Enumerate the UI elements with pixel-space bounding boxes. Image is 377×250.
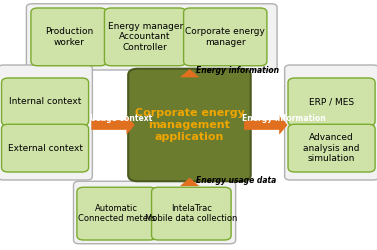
Text: Corporate energy
management
application: Corporate energy management application bbox=[135, 108, 244, 142]
Text: Usage context: Usage context bbox=[90, 114, 152, 123]
FancyBboxPatch shape bbox=[2, 124, 89, 172]
FancyBboxPatch shape bbox=[74, 181, 236, 244]
Text: Production
worker: Production worker bbox=[45, 27, 93, 46]
FancyBboxPatch shape bbox=[77, 187, 156, 240]
Text: Energy usage data: Energy usage data bbox=[196, 176, 276, 185]
Text: Energy information: Energy information bbox=[196, 66, 279, 75]
Text: Automatic
Connected meters: Automatic Connected meters bbox=[78, 204, 156, 223]
Text: External context: External context bbox=[8, 144, 83, 152]
FancyBboxPatch shape bbox=[285, 65, 377, 180]
FancyBboxPatch shape bbox=[152, 187, 231, 240]
FancyBboxPatch shape bbox=[288, 124, 375, 172]
Text: Corporate energy
manager: Corporate energy manager bbox=[185, 27, 265, 46]
FancyBboxPatch shape bbox=[128, 69, 251, 181]
Text: ERP / MES: ERP / MES bbox=[309, 97, 354, 106]
Text: Internal context: Internal context bbox=[9, 97, 81, 106]
FancyBboxPatch shape bbox=[31, 8, 107, 66]
FancyBboxPatch shape bbox=[0, 65, 92, 180]
Text: Advanced
analysis and
simulation: Advanced analysis and simulation bbox=[303, 133, 360, 163]
FancyBboxPatch shape bbox=[2, 78, 89, 126]
FancyBboxPatch shape bbox=[184, 8, 267, 66]
FancyBboxPatch shape bbox=[288, 78, 375, 126]
Text: Energy manager
Accountant
Controller: Energy manager Accountant Controller bbox=[107, 22, 183, 52]
Text: IntelaTrac
Mobile data collection: IntelaTrac Mobile data collection bbox=[145, 204, 238, 223]
FancyBboxPatch shape bbox=[104, 8, 186, 66]
Text: Energy information: Energy information bbox=[242, 114, 326, 123]
FancyBboxPatch shape bbox=[26, 4, 277, 70]
